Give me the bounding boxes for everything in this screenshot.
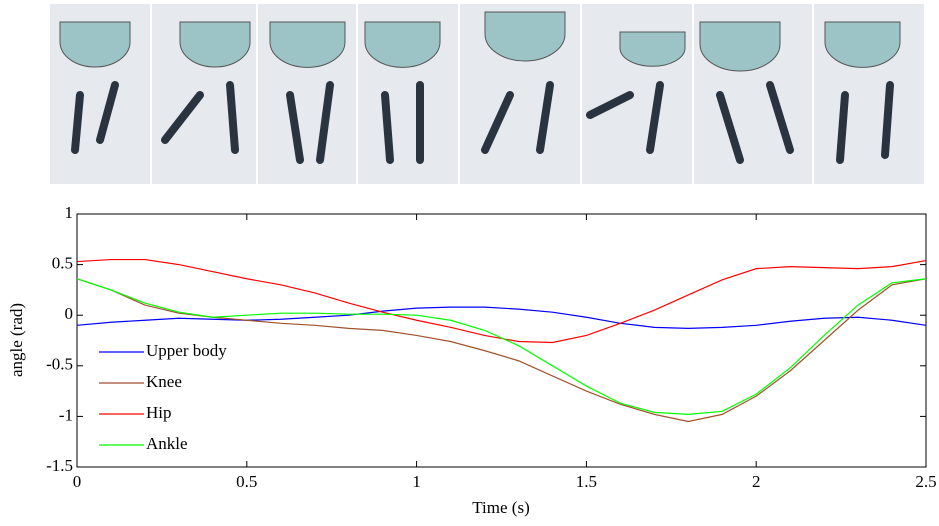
legend-label: Upper body (146, 341, 227, 360)
y-tick-label: 0.5 (52, 254, 73, 273)
y-tick-label: -0.5 (46, 355, 73, 374)
y-axis-label: angle (rad) (7, 303, 26, 377)
series-line (76, 306, 927, 329)
x-tick-label: 2.5 (915, 472, 936, 491)
series-line (76, 258, 927, 344)
legend-label: Hip (146, 403, 172, 422)
y-tick-label: -1 (59, 405, 73, 424)
legend-label: Knee (146, 372, 182, 391)
robot-frames (50, 4, 924, 184)
x-axis-label: Time (s) (472, 498, 529, 517)
x-tick-label: 0 (73, 472, 82, 491)
x-tick-label: 1.5 (576, 472, 597, 491)
series-line (76, 278, 927, 415)
x-tick-label: 0.5 (236, 472, 257, 491)
x-tick-label: 2 (752, 472, 761, 491)
y-tick-label: -1.5 (46, 456, 73, 475)
plot-frame (76, 213, 927, 468)
y-tick-label: 1 (65, 203, 74, 222)
legend-label: Ankle (146, 434, 188, 453)
series-line (76, 278, 927, 423)
x-tick-label: 1 (412, 472, 421, 491)
y-tick-label: 0 (65, 304, 74, 323)
